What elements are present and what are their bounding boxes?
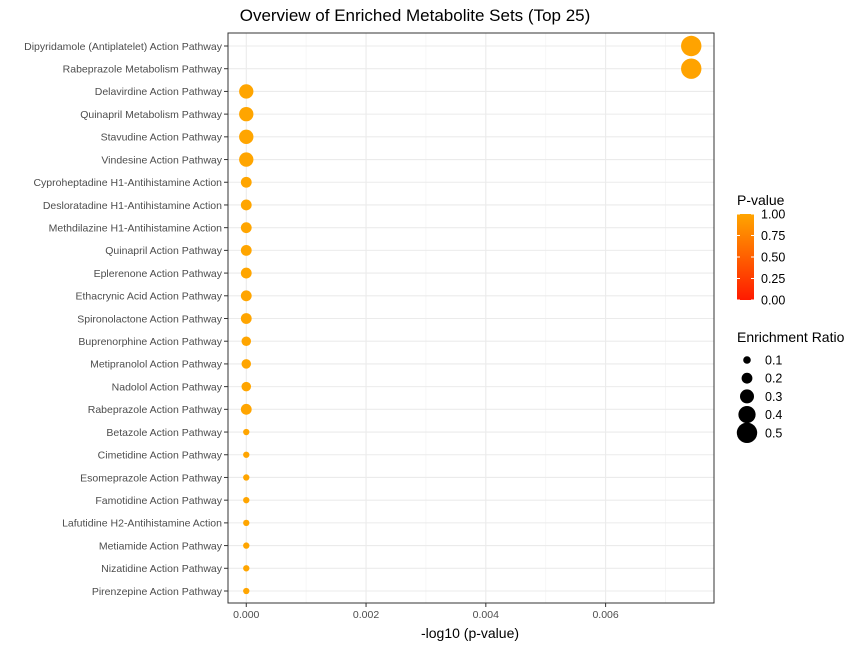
data-point	[681, 58, 702, 79]
y-tick-label: Pirenzepine Action Pathway	[92, 586, 223, 598]
colorbar-tick-label: 0.50	[761, 251, 785, 265]
y-tick-label: Dipyridamole (Antiplatelet) Action Pathw…	[24, 41, 223, 53]
data-point	[243, 587, 250, 595]
y-tick-label: Cimetidine Action Pathway	[98, 450, 223, 462]
data-point	[243, 451, 250, 458]
data-point	[240, 403, 252, 415]
y-tick-label: Methdilazine H1-Antihistamine Action	[49, 222, 222, 234]
color-legend-title: P-value	[737, 192, 785, 208]
y-tick-label: Cyproheptadine H1-Antihistamine Action	[33, 177, 222, 189]
x-tick-label: 0.002	[353, 609, 379, 621]
colorbar-tick-label: 0.25	[761, 272, 785, 286]
data-point	[243, 428, 250, 436]
data-point	[243, 474, 250, 481]
data-point	[239, 84, 254, 99]
x-axis-label: -log10 (p-value)	[421, 625, 519, 641]
data-point	[240, 176, 252, 188]
x-tick-label: 0.006	[592, 609, 618, 621]
y-tick-label: Nadolol Action Pathway	[112, 381, 223, 393]
size-legend-dot	[741, 372, 753, 384]
colorbar-tick-label: 0.00	[761, 294, 785, 308]
data-point	[239, 106, 254, 122]
data-point	[241, 336, 252, 346]
data-point	[240, 290, 252, 302]
y-tick-label: Quinapril Action Pathway	[105, 245, 222, 257]
data-point	[243, 497, 250, 504]
x-tick-label: 0.000	[233, 609, 259, 621]
data-point	[243, 542, 250, 549]
y-tick-label: Lafutidine H2-Antihistamine Action	[62, 518, 222, 530]
y-tick-label: Buprenorphine Action Pathway	[78, 336, 222, 348]
y-tick-label: Metiamide Action Pathway	[99, 540, 223, 552]
data-point	[243, 519, 250, 527]
size-legend-label: 0.3	[765, 390, 782, 404]
data-point	[239, 152, 254, 167]
size-legend-title: Enrichment Ratio	[737, 329, 845, 345]
y-tick-label: Vindesine Action Pathway	[101, 154, 222, 166]
y-tick-label: Rabeprazole Action Pathway	[88, 404, 223, 416]
data-point	[681, 35, 702, 57]
data-point	[240, 267, 252, 279]
data-point	[243, 565, 250, 572]
colorbar-tick-label: 1.00	[761, 208, 785, 222]
x-tick-label: 0.004	[473, 609, 499, 621]
p-value-colorbar	[737, 214, 754, 300]
y-tick-label: Ethacrynic Acid Action Pathway	[76, 291, 223, 303]
y-tick-label: Famotidine Action Pathway	[95, 495, 222, 507]
plot-panel: 0.000 0.002 0.004 0.006 Dipyridamole (Antipl…	[24, 32, 715, 621]
y-tick-label: Spironolactone Action Pathway	[77, 313, 223, 325]
size-legend-label: 0.2	[765, 372, 782, 386]
size-legend-label: 0.4	[765, 408, 782, 422]
y-tick-label: Quinapril Metabolism Pathway	[80, 109, 223, 121]
y-tick-label: Stavudine Action Pathway	[101, 132, 223, 144]
data-point	[240, 313, 252, 324]
data-point	[239, 129, 254, 144]
y-tick-label: Nizatidine Action Pathway	[101, 563, 223, 575]
data-point	[240, 222, 252, 234]
y-tick-label: Metipranolol Action Pathway	[90, 359, 223, 371]
y-tick-label: Delavirdine Action Pathway	[95, 86, 223, 98]
size-legend-dot	[738, 406, 756, 424]
data-point	[240, 199, 252, 211]
size-legend-dot	[743, 356, 751, 364]
y-tick-label: Betazole Action Pathway	[106, 427, 222, 439]
data-point	[240, 244, 252, 256]
size-legend-dot	[736, 422, 758, 443]
colorbar-tick-label: 0.75	[761, 229, 785, 243]
y-tick-label: Eplerenone Action Pathway	[94, 268, 223, 280]
data-point	[241, 381, 252, 392]
data-point	[241, 359, 252, 369]
y-tick-label: Desloratadine H1-Antihistamine Action	[43, 200, 222, 212]
y-tick-label: Esomeprazole Action Pathway	[80, 472, 223, 484]
y-tick-label: Rabeprazole Metabolism Pathway	[63, 64, 223, 76]
size-legend-label: 0.5	[765, 426, 782, 440]
size-legend-dot	[740, 389, 754, 404]
chart-title: Overview of Enriched Metabolite Sets (To…	[240, 6, 591, 25]
size-legend-label: 0.1	[765, 354, 782, 368]
